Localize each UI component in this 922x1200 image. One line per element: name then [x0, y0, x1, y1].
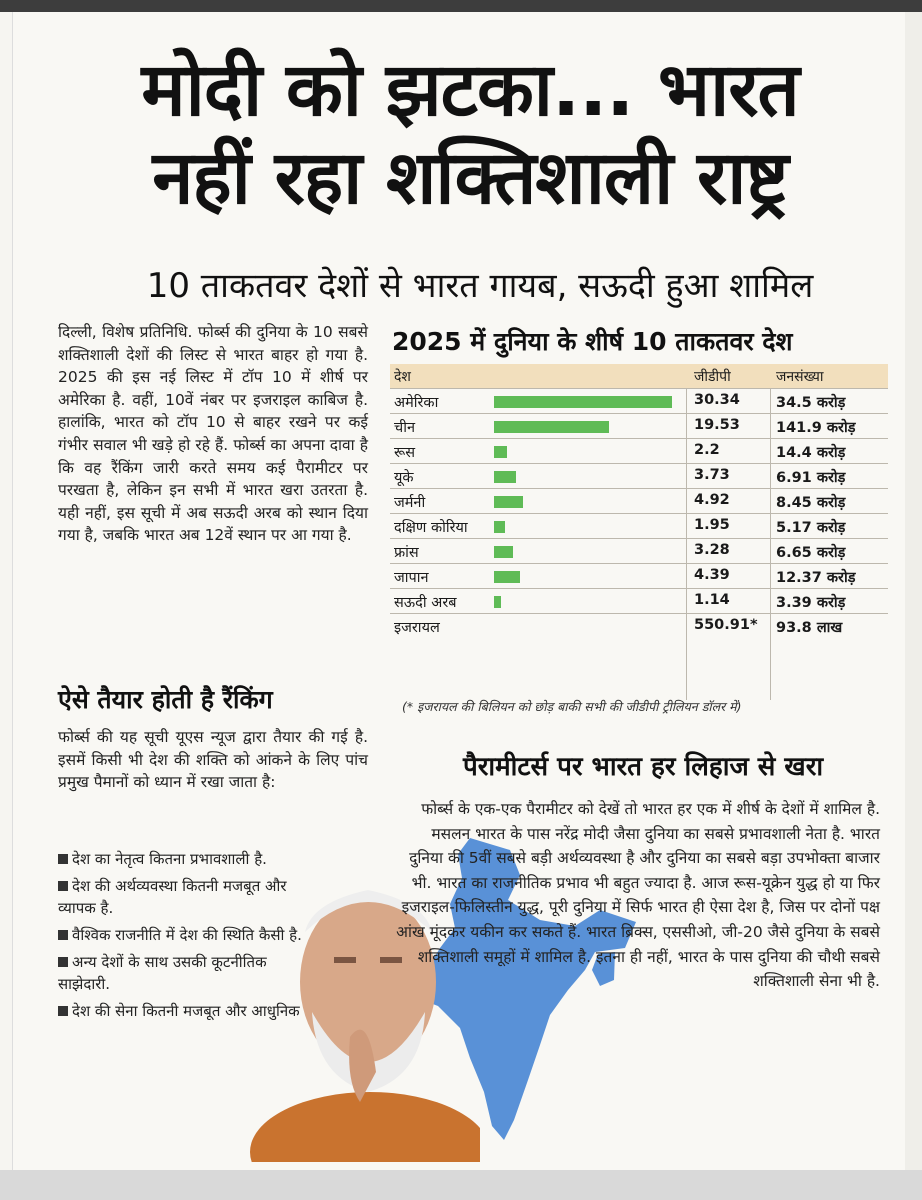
leader-portrait — [250, 890, 480, 1162]
table-row: यूके 3.73 6.91 करोड़ — [390, 463, 888, 488]
gdp-bar — [494, 596, 501, 608]
bullet-square-icon — [58, 854, 68, 864]
table-row: इजरायल 550.91* 93.8 लाख — [390, 613, 888, 638]
criteria-item: वैश्विक राजनीति में देश की स्थिति कैसी ह… — [58, 924, 318, 946]
row-gdp: 550.91* — [694, 617, 758, 633]
table-row: चीन 19.53 141.9 करोड़ — [390, 413, 888, 438]
bottom-bar — [0, 1170, 922, 1200]
row-gdp: 4.39 — [694, 567, 730, 583]
row-population: 12.37 करोड़ — [776, 570, 856, 586]
ranking-heading: ऐसे तैयार होती है रैंकिंग — [58, 685, 273, 714]
adjacent-column-strip — [905, 12, 922, 1170]
intro-paragraph: दिल्ली, विशेष प्रतिनिधि. फोर्ब्स की दुनि… — [58, 323, 368, 545]
headline: मोदी को झटका... भारत नहीं रहा शक्तिशाली … — [70, 46, 870, 222]
header-gdp: जीडीपी — [694, 369, 731, 385]
gdp-bar — [494, 471, 516, 483]
row-population: 141.9 करोड़ — [776, 420, 856, 436]
headline-line-2: नहीं रहा शक्तिशाली राष्ट्र — [152, 135, 788, 221]
table-row: रूस 2.2 14.4 करोड़ — [390, 438, 888, 463]
table-row: जर्मनी 4.92 8.45 करोड़ — [390, 488, 888, 513]
row-population: 6.65 करोड़ — [776, 545, 846, 561]
row-gdp: 3.73 — [694, 467, 730, 483]
table-row: फ्रांस 3.28 6.65 करोड़ — [390, 538, 888, 563]
row-country: अमेरिका — [394, 395, 439, 411]
table-row: दक्षिण कोरिया 1.95 5.17 करोड़ — [390, 513, 888, 538]
row-country: रूस — [394, 445, 416, 461]
header-country: देश — [394, 369, 411, 385]
bullet-square-icon — [58, 881, 68, 891]
table-row: अमेरिका 30.34 34.5 करोड़ — [390, 388, 888, 413]
ranking-table: देश जीडीपी जनसंख्या अमेरिका 30.34 34.5 क… — [390, 364, 888, 700]
row-gdp: 3.28 — [694, 542, 730, 558]
table-footnote: (* इजरायल की बिलियन को छोड़ बाकी सभी की … — [402, 699, 742, 714]
row-country: चीन — [394, 420, 416, 436]
row-country: सऊदी अरब — [394, 595, 457, 611]
row-population: 14.4 करोड़ — [776, 445, 846, 461]
parameters-paragraph: फोर्ब्स के एक-एक पैरामीटर को देखें तो भा… — [396, 800, 880, 991]
row-country: जापान — [394, 570, 429, 586]
row-gdp: 30.34 — [694, 392, 740, 408]
gdp-bar — [494, 496, 523, 508]
table-row: सऊदी अरब 1.14 3.39 करोड़ — [390, 588, 888, 613]
ranking-paragraph: फोर्ब्स की यह सूची यूएस न्यूज द्वारा तैय… — [58, 728, 368, 792]
row-gdp: 19.53 — [694, 417, 740, 433]
table-divider — [770, 364, 771, 700]
row-population: 6.91 करोड़ — [776, 470, 846, 486]
bullet-square-icon — [58, 957, 68, 967]
row-population: 8.45 करोड़ — [776, 495, 846, 511]
row-gdp: 4.92 — [694, 492, 730, 508]
bullet-square-icon — [58, 1006, 68, 1016]
row-population: 34.5 करोड़ — [776, 395, 846, 411]
criteria-text: देश की अर्थव्यवस्था कितनी मजबूत और व्याप… — [58, 877, 287, 917]
top-bar — [0, 0, 922, 12]
gdp-bar — [494, 421, 609, 433]
gdp-bar — [494, 446, 507, 458]
row-gdp: 2.2 — [694, 442, 720, 458]
row-gdp: 1.95 — [694, 517, 730, 533]
criteria-text: देश की सेना कितनी मजबूत और आधुनिक है. — [72, 1002, 318, 1020]
gdp-bar — [494, 396, 672, 408]
gdp-bar — [494, 521, 505, 533]
criteria-text: देश का नेतृत्व कितना प्रभावशाली है. — [72, 850, 267, 868]
india-map-icon — [405, 838, 636, 1140]
bullet-square-icon — [58, 930, 68, 940]
row-country: इजरायल — [394, 620, 440, 636]
gdp-bar — [494, 546, 513, 558]
table-header: देश जीडीपी जनसंख्या — [390, 364, 888, 388]
criteria-item: देश की अर्थव्यवस्था कितनी मजबूत और व्याप… — [58, 875, 318, 919]
row-country: फ्रांस — [394, 545, 419, 561]
gdp-bar — [494, 571, 520, 583]
row-country: दक्षिण कोरिया — [394, 520, 468, 536]
criteria-item: देश की सेना कितनी मजबूत और आधुनिक है. — [58, 1000, 318, 1022]
row-gdp: 1.14 — [694, 592, 730, 608]
row-country: जर्मनी — [394, 495, 426, 511]
criteria-text: वैश्विक राजनीति में देश की स्थिति कैसी ह… — [72, 926, 302, 944]
subheadline: 10 ताकतवर देशों से भारत गायब, सऊदी हुआ श… — [146, 266, 814, 306]
criteria-item: अन्य देशों के साथ उसकी कूटनीतिक साझेदारी… — [58, 951, 318, 995]
criteria-list: देश का नेतृत्व कितना प्रभावशाली है. देश … — [58, 848, 318, 1027]
headline-line-1: मोदी को झटका... भारत — [141, 47, 799, 133]
row-country: यूके — [394, 470, 414, 486]
parameters-heading: पैरामीटर्स पर भारत हर लिहाज से खरा — [462, 752, 824, 782]
criteria-item: देश का नेतृत्व कितना प्रभावशाली है. — [58, 848, 318, 870]
table-row: जापान 4.39 12.37 करोड़ — [390, 563, 888, 588]
row-population: 93.8 लाख — [776, 620, 843, 636]
row-population: 5.17 करोड़ — [776, 520, 846, 536]
row-population: 3.39 करोड़ — [776, 595, 846, 611]
criteria-text: अन्य देशों के साथ उसकी कूटनीतिक साझेदारी… — [58, 953, 267, 993]
header-population: जनसंख्या — [776, 369, 824, 385]
table-title: 2025 में दुनिया के शीर्ष 10 ताकतवर देश — [392, 327, 793, 356]
table-divider — [686, 364, 687, 700]
